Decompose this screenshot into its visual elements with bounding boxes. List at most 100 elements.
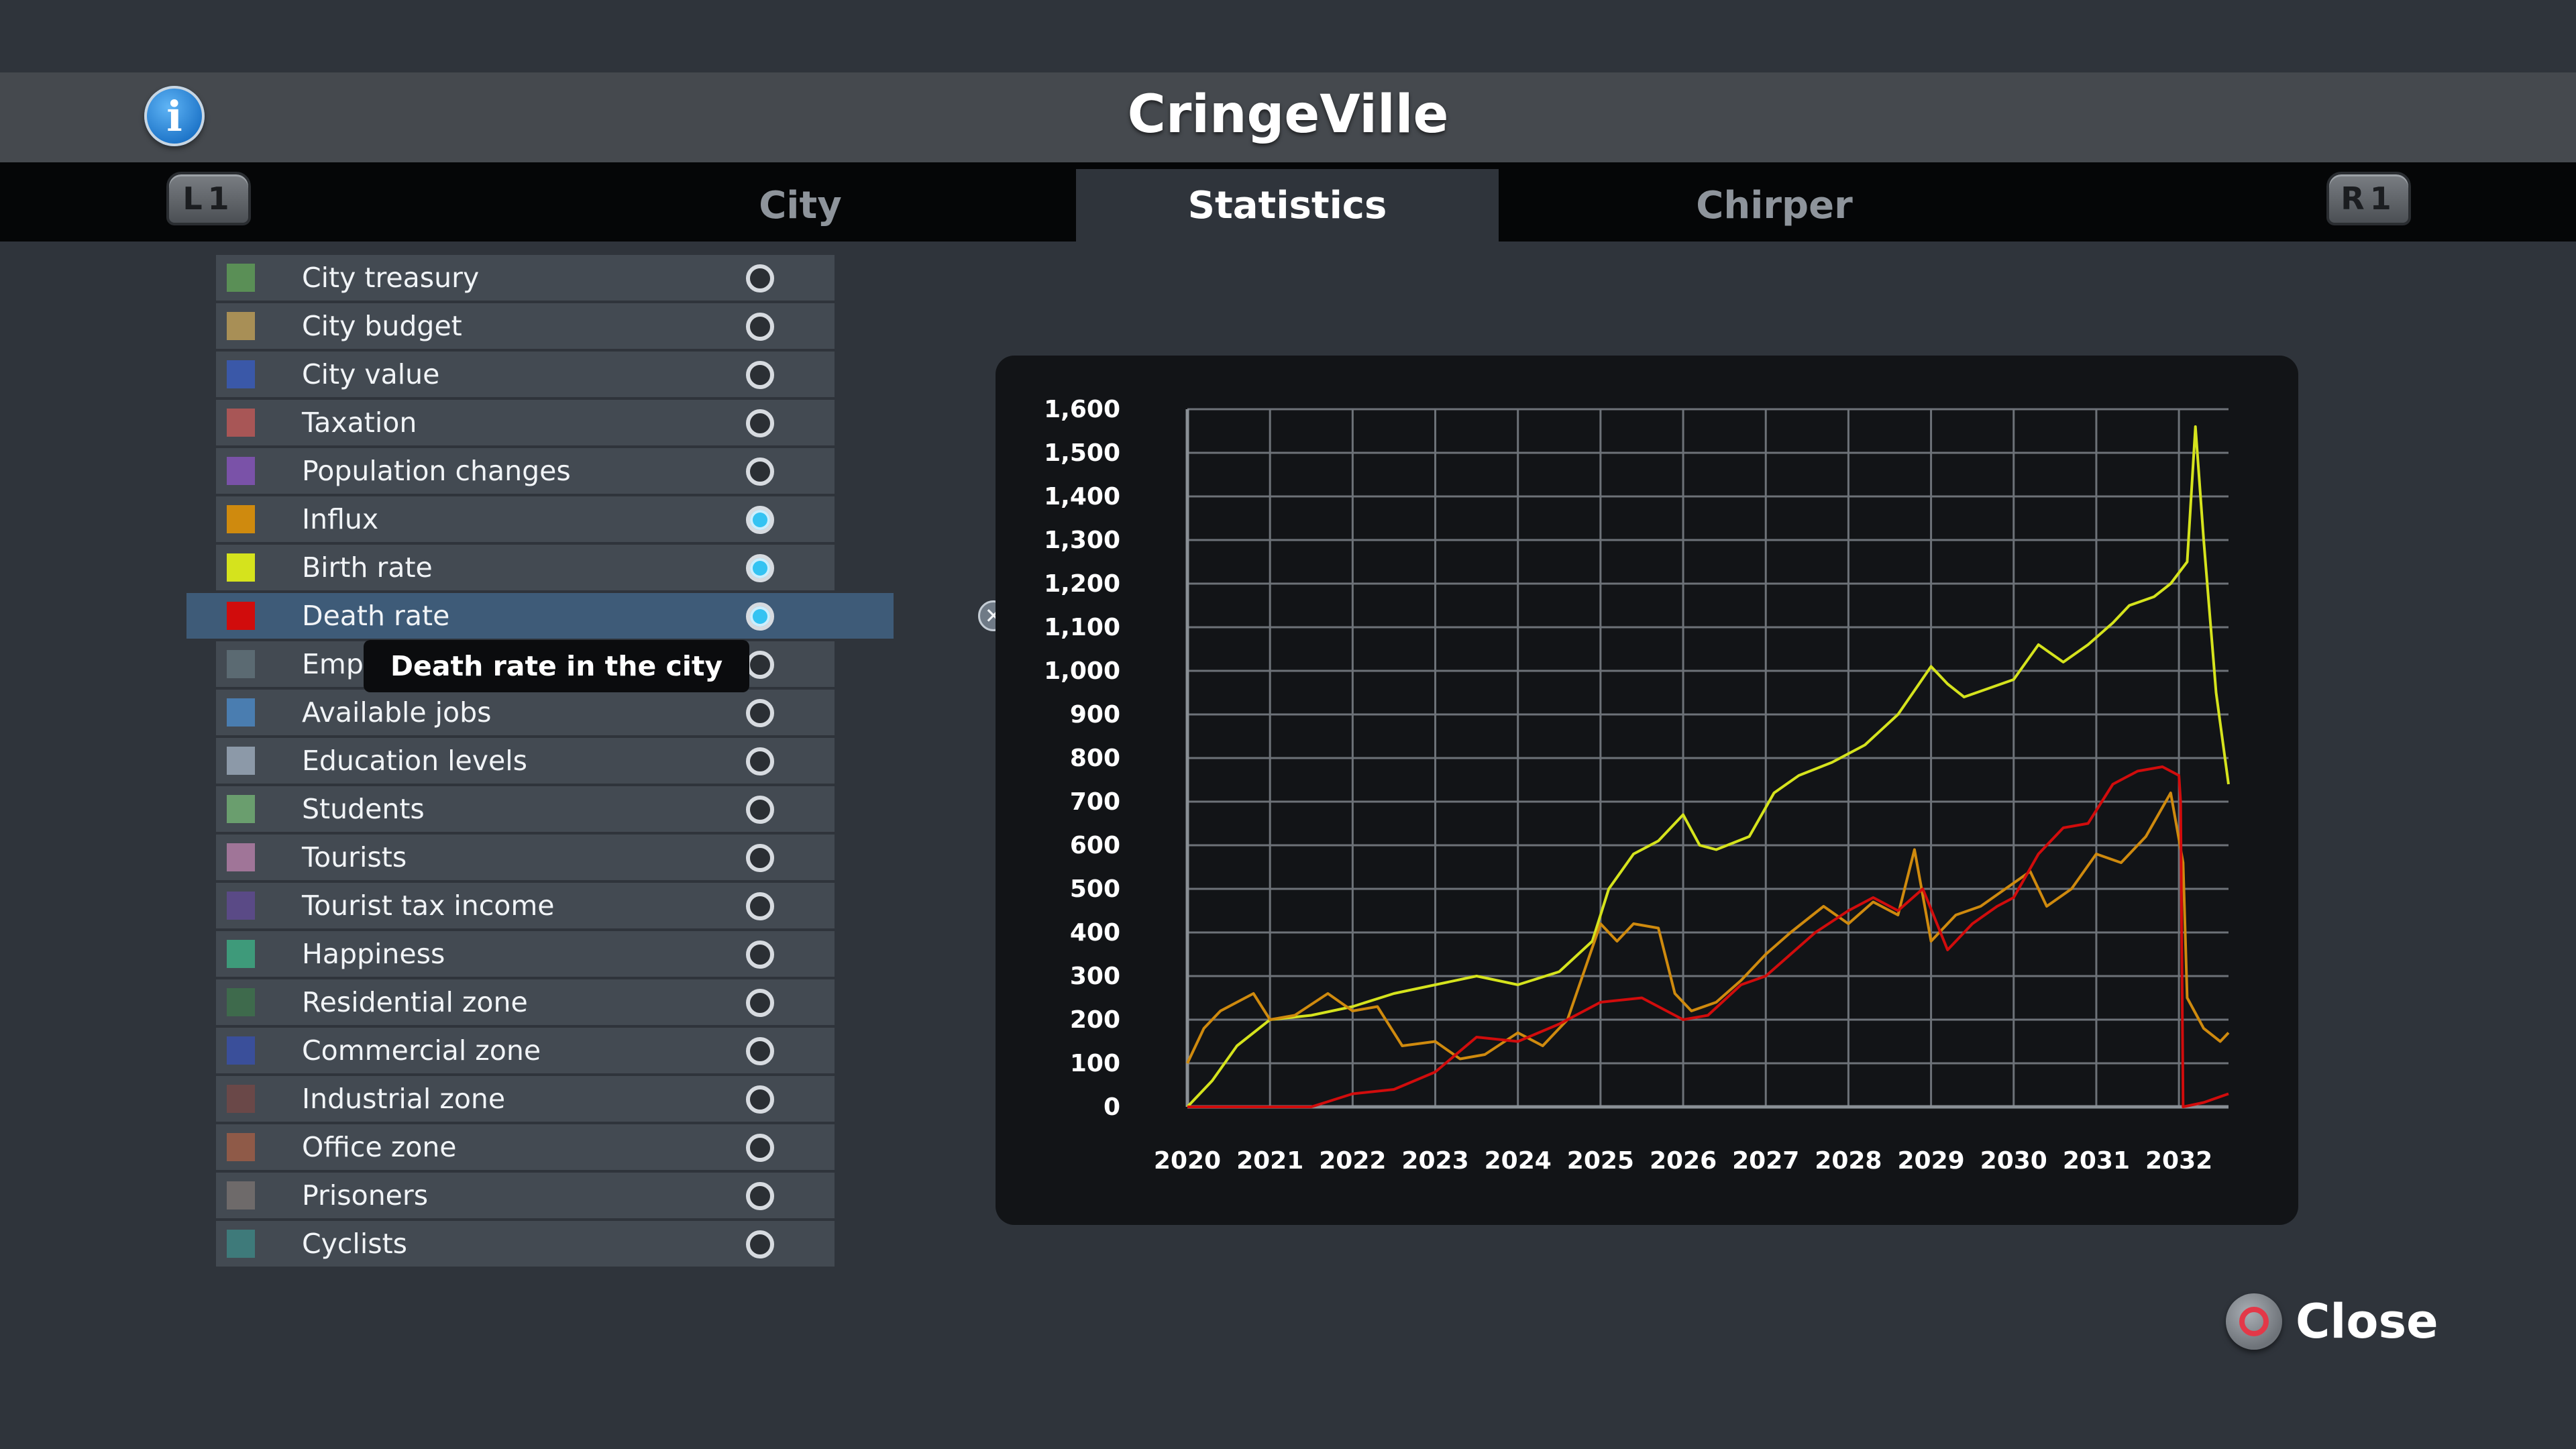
- color-swatch: [227, 264, 255, 292]
- x-tick-label: 2031: [2063, 1147, 2130, 1175]
- y-tick-label: 1,500: [1044, 439, 1120, 467]
- stat-toggle-radio[interactable]: [746, 796, 774, 824]
- color-swatch: [227, 940, 255, 968]
- series-line-2: [1187, 765, 2229, 1108]
- y-tick-label: 500: [1070, 875, 1120, 903]
- stat-label: Taxation: [302, 407, 417, 439]
- stat-toggle-radio[interactable]: [746, 1230, 774, 1258]
- x-tick-label: 2024: [1485, 1147, 1552, 1175]
- tab-chirper[interactable]: Chirper: [1696, 183, 1853, 227]
- stat-label: Available jobs: [302, 696, 492, 729]
- color-swatch: [227, 457, 255, 485]
- stat-toggle-radio[interactable]: [746, 1037, 774, 1065]
- color-swatch: [227, 698, 255, 727]
- title-bar: i CringeVille: [0, 72, 2576, 162]
- stat-toggle-radio[interactable]: [746, 602, 774, 631]
- stat-row[interactable]: City treasury: [216, 255, 835, 301]
- stat-row[interactable]: Students: [216, 786, 835, 832]
- shoulder-r1-button[interactable]: R1: [2326, 172, 2411, 225]
- stat-row[interactable]: Birth rate: [216, 545, 835, 590]
- color-swatch: [227, 1133, 255, 1161]
- stat-toggle-radio[interactable]: [746, 651, 774, 679]
- stat-row[interactable]: Residential zone: [216, 979, 835, 1025]
- stat-row[interactable]: Office zone: [216, 1124, 835, 1170]
- stat-label: Education levels: [302, 745, 528, 777]
- stat-row[interactable]: Commercial zone: [216, 1028, 835, 1073]
- color-swatch: [227, 553, 255, 582]
- color-swatch: [227, 360, 255, 388]
- color-swatch: [227, 988, 255, 1016]
- x-tick-label: 2025: [1567, 1147, 1634, 1175]
- stat-toggle-radio[interactable]: [746, 1085, 774, 1114]
- stat-row[interactable]: Influx: [216, 496, 835, 542]
- tab-city[interactable]: City: [759, 183, 842, 227]
- stat-toggle-radio[interactable]: [746, 264, 774, 292]
- y-tick-label: 1,000: [1044, 657, 1120, 685]
- stat-toggle-radio[interactable]: [746, 1134, 774, 1162]
- stat-toggle-radio[interactable]: [746, 313, 774, 341]
- y-tick-label: 1,100: [1044, 614, 1120, 641]
- stat-toggle-radio[interactable]: [746, 844, 774, 872]
- stat-row[interactable]: Available jobs: [216, 690, 835, 735]
- stat-row[interactable]: Prisoners: [216, 1173, 835, 1218]
- stat-label: Cyclists: [302, 1228, 408, 1260]
- color-swatch: [227, 892, 255, 920]
- stat-toggle-radio[interactable]: [746, 989, 774, 1017]
- stat-toggle-radio[interactable]: [746, 409, 774, 437]
- stat-row[interactable]: Tourist tax income: [216, 883, 835, 928]
- y-tick-label: 900: [1070, 701, 1120, 729]
- stat-label: City value: [302, 358, 440, 390]
- x-tick-label: 2032: [2145, 1147, 2212, 1175]
- stat-row[interactable]: Death rate ✕: [186, 593, 1009, 639]
- stat-toggle-radio[interactable]: [746, 554, 774, 582]
- stat-row[interactable]: Tourists: [216, 835, 835, 880]
- close-button[interactable]: Close: [2226, 1288, 2438, 1355]
- stat-row[interactable]: Happiness: [216, 931, 835, 977]
- stat-label: City budget: [302, 310, 462, 342]
- y-tick-label: 0: [1104, 1093, 1120, 1121]
- statistics-chart: 0 100 200 300 400 500 600 700 800 900 1,000 1,100 1,…: [1044, 396, 2230, 1175]
- stat-label: Residential zone: [302, 986, 528, 1018]
- y-tick-label: 1,600: [1044, 396, 1120, 423]
- color-swatch: [227, 795, 255, 823]
- color-swatch: [227, 602, 255, 630]
- chart-panel: 0 100 200 300 400 500 600 700 800 900 1,000 1,100 1,…: [996, 356, 2298, 1225]
- series-line-1: [1186, 792, 2230, 1064]
- color-swatch: [227, 312, 255, 340]
- stat-toggle-radio[interactable]: [746, 747, 774, 775]
- stat-toggle-radio[interactable]: [746, 1182, 774, 1210]
- stat-toggle-radio[interactable]: [746, 506, 774, 534]
- y-tick-label: 700: [1070, 788, 1120, 816]
- stat-row[interactable]: Cyclists: [216, 1221, 835, 1267]
- stat-label: Death rate: [302, 600, 450, 632]
- stat-label: Students: [302, 793, 425, 825]
- color-swatch: [227, 505, 255, 533]
- x-tick-label: 2030: [1980, 1147, 2047, 1175]
- tab-statistics[interactable]: Statistics: [1076, 169, 1499, 241]
- stat-row[interactable]: City value: [216, 352, 835, 397]
- x-tick-label: 2026: [1650, 1147, 1717, 1175]
- y-tick-label: 600: [1070, 832, 1120, 859]
- x-tick-label: 2027: [1732, 1147, 1799, 1175]
- stat-toggle-radio[interactable]: [746, 941, 774, 969]
- stat-row[interactable]: Population changes: [216, 448, 835, 494]
- stat-toggle-radio[interactable]: [746, 892, 774, 920]
- stat-toggle-radio[interactable]: [746, 699, 774, 727]
- stat-toggle-radio[interactable]: [746, 361, 774, 389]
- stat-label: Birth rate: [302, 551, 433, 584]
- stat-toggle-radio[interactable]: [746, 458, 774, 486]
- y-tick-label: 1,300: [1044, 527, 1120, 554]
- page-title: CringeVille: [1127, 85, 1449, 145]
- info-icon[interactable]: i: [144, 86, 205, 146]
- stat-label: City treasury: [302, 262, 480, 294]
- color-swatch: [227, 843, 255, 871]
- stat-label: Commercial zone: [302, 1034, 541, 1067]
- stat-row[interactable]: Education levels: [216, 738, 835, 784]
- stat-row[interactable]: City budget: [216, 303, 835, 349]
- stat-row[interactable]: Industrial zone: [216, 1076, 835, 1122]
- x-tick-label: 2029: [1897, 1147, 1964, 1175]
- x-tick-label: 2023: [1401, 1147, 1468, 1175]
- stat-label: Tourists: [302, 841, 407, 873]
- shoulder-l1-button[interactable]: L1: [166, 172, 251, 225]
- stat-row[interactable]: Taxation: [216, 400, 835, 445]
